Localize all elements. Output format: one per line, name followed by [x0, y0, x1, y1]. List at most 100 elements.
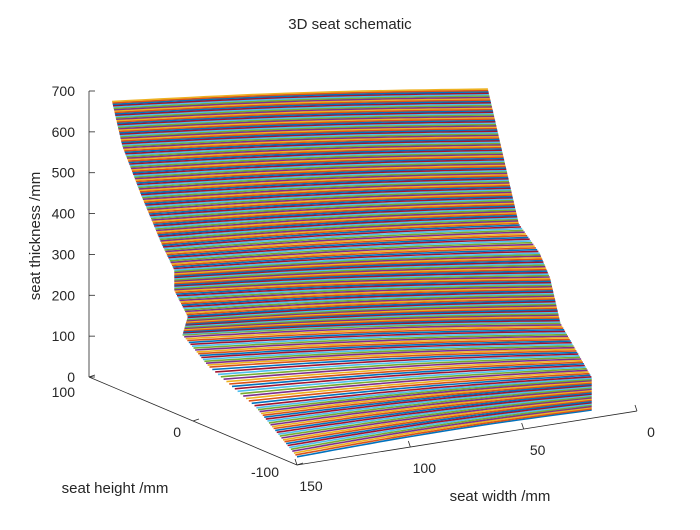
surface-contour-line — [116, 106, 492, 120]
surface-contour-line — [144, 186, 511, 205]
surface-contour-line — [183, 318, 560, 333]
surface-contour-line — [122, 133, 499, 148]
surface-contour-line — [285, 400, 592, 445]
surface-contour-line — [196, 337, 569, 353]
surface-contour-line — [279, 395, 592, 437]
surface-contour-line — [124, 138, 500, 154]
surface-contour-line — [281, 397, 592, 439]
surface-contour-line — [117, 114, 494, 129]
surface-contour-line — [115, 104, 492, 119]
surface-contour-line — [176, 280, 551, 295]
surface-contour-line — [167, 236, 529, 257]
surface-contour-line — [204, 345, 574, 363]
surface-contour-line — [160, 220, 519, 242]
surface-contour-line — [138, 171, 507, 189]
surface-contour-line — [176, 281, 552, 297]
surface-contour-line — [128, 146, 502, 162]
surface-contour-line — [119, 120, 496, 135]
surface-contour-line — [129, 149, 502, 165]
surface-contour-line — [159, 218, 518, 241]
surface-contour-line — [268, 387, 592, 424]
surface-contour-line — [156, 211, 517, 233]
surface-contour-line — [117, 111, 494, 126]
surface-contour-line — [174, 277, 551, 292]
surface-contour-line — [149, 195, 513, 215]
y-tick-label-100: 100 — [52, 384, 76, 400]
surface-contour-line — [254, 376, 592, 407]
surface-contour-line — [174, 252, 540, 271]
surface-contour-line — [212, 351, 578, 371]
surface-contour-line — [154, 207, 516, 229]
y-tick-0 — [192, 418, 200, 422]
surface-contour-line — [133, 158, 505, 175]
surface-contour-line — [184, 294, 554, 311]
surface-contour-line — [174, 264, 545, 281]
surface-contour-line — [262, 382, 592, 417]
surface-contour-line — [121, 129, 498, 144]
surface-contour-line — [147, 192, 512, 212]
surface-contour-line — [185, 311, 559, 327]
x-tick-150 — [294, 458, 298, 466]
surface-contour-line — [199, 340, 571, 357]
surface-contour-line — [120, 125, 497, 139]
surface-contour-line — [191, 332, 567, 347]
surface-contour-line — [174, 262, 545, 280]
x-tick-label-150: 150 — [299, 478, 323, 494]
surface-contour-line — [256, 377, 592, 409]
surface-contour-line — [113, 96, 490, 111]
surface-contour-line — [152, 203, 515, 224]
surface-contour-line — [125, 139, 500, 155]
surface-contour-line — [185, 325, 563, 340]
surface-contour-line — [276, 393, 592, 434]
surface-contour-line — [287, 401, 592, 447]
surface-contour-line — [226, 359, 583, 383]
surface-contour-line — [148, 194, 513, 214]
surface-contour-line — [240, 367, 587, 395]
surface-contour-line — [118, 116, 495, 131]
surface-contour-line — [231, 363, 584, 388]
surface-contour-line — [115, 101, 492, 116]
surface-contour-line — [124, 137, 500, 152]
surface-contour-line — [135, 164, 506, 181]
surface-contour-line — [175, 279, 551, 294]
surface-contour-line — [153, 205, 515, 226]
surface-contour-line — [174, 256, 542, 275]
surface-contour-line — [170, 243, 534, 264]
surface-contour-line — [193, 333, 568, 349]
surface-contour-line — [202, 343, 573, 361]
surface-contour-line — [183, 317, 560, 332]
surface-contour-line — [112, 88, 488, 103]
y-tick-label--100: -100 — [251, 464, 279, 480]
surface-contour-line — [160, 221, 519, 244]
surface-contour-line — [248, 372, 590, 402]
surface-contour-line — [270, 388, 592, 426]
surface-contour-line — [121, 127, 497, 142]
surface-contour-line — [136, 167, 507, 184]
surface-contour-line — [158, 215, 518, 238]
surface-contour-line — [152, 202, 515, 223]
surface-contour-line — [146, 190, 512, 209]
surface-contour-line — [292, 405, 592, 452]
surface-contour-line — [282, 398, 592, 441]
surface-contour-line — [184, 313, 559, 328]
x-axis-line — [296, 410, 638, 466]
surface-contour-line — [114, 100, 491, 115]
surface-contour-line — [139, 175, 508, 193]
surface-contour-line — [137, 168, 507, 186]
surface-contour-line — [123, 135, 499, 151]
surface-contour-line — [181, 289, 554, 306]
surface-contour-line — [126, 144, 501, 159]
surface-contour-line — [296, 409, 592, 458]
surface-contour-line — [131, 156, 504, 173]
surface-contour-line — [147, 191, 512, 211]
x-tick-0 — [634, 404, 638, 412]
surface-contour-line — [293, 406, 592, 454]
x-axis-label: seat width /mm — [450, 488, 551, 505]
surface-contour-line — [142, 182, 510, 200]
surface-contour-line — [188, 329, 565, 344]
surface-contour-line — [172, 248, 538, 268]
surface-contour-line — [116, 108, 493, 123]
surface-contour-line — [295, 408, 592, 456]
